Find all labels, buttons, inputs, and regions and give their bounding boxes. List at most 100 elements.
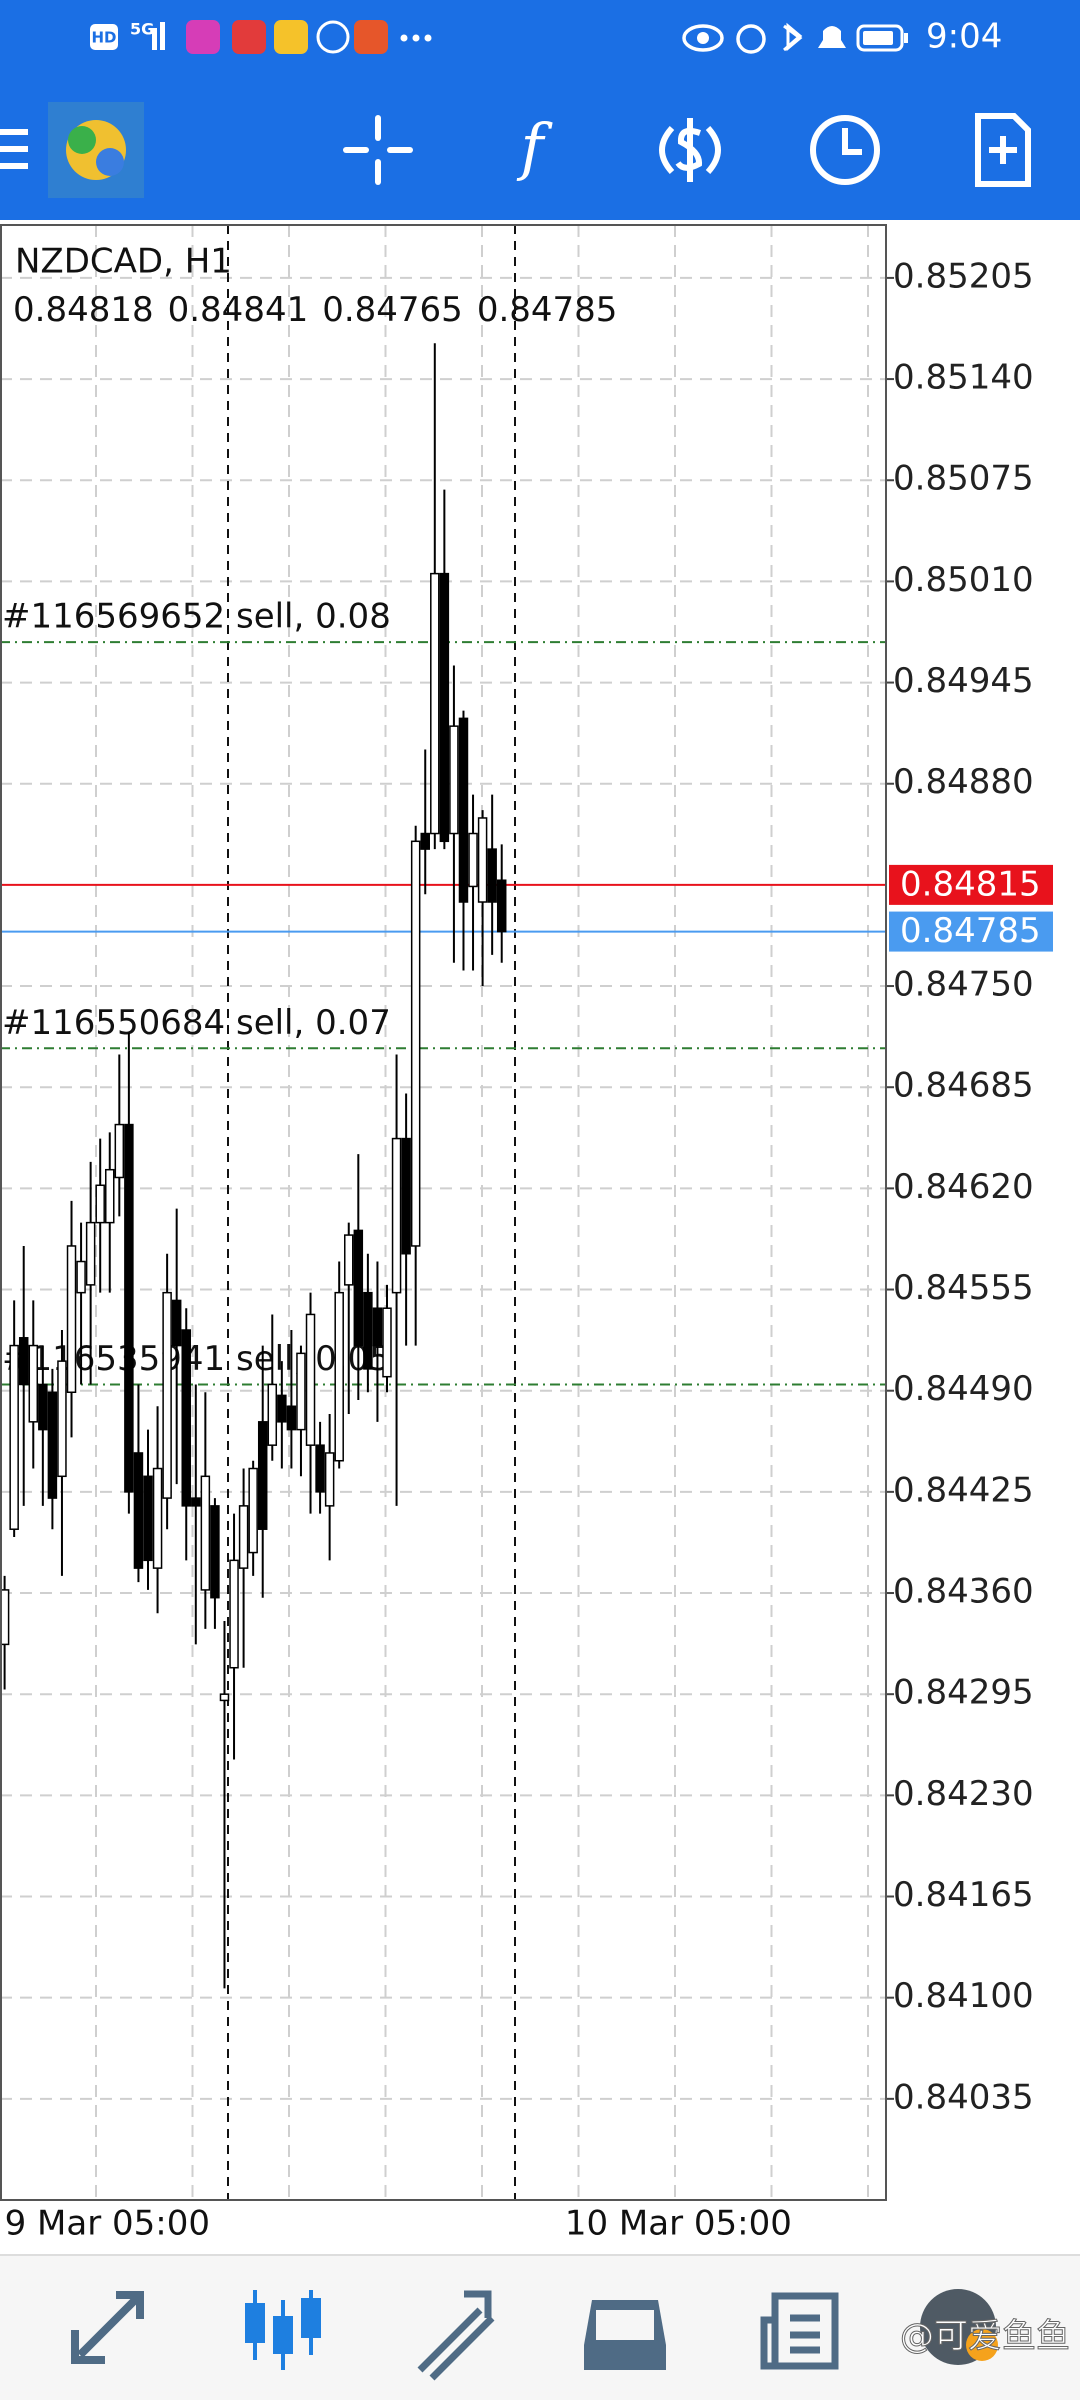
candle-body [124, 1123, 134, 1493]
candle-body [267, 1383, 278, 1446]
chart-tab[interactable] [245, 2290, 321, 2370]
bid-line-label: 0.84815 [900, 864, 1041, 904]
candle-body [171, 1299, 182, 1347]
candle-body [458, 717, 469, 903]
alarm-icon [736, 24, 766, 54]
timeframe-button[interactable] [810, 115, 880, 185]
candle-body [85, 1221, 96, 1286]
candle-body [210, 1505, 220, 1599]
candle-body [38, 1383, 48, 1431]
candle-body [391, 1137, 402, 1294]
plot-frame [0, 224, 887, 2201]
clock: 9:04 [926, 17, 1002, 57]
ohlc-open: 0.84818 [13, 290, 154, 330]
app-icon [316, 20, 350, 54]
app-icon [354, 20, 388, 54]
app-icon [274, 20, 308, 54]
app-bar [0, 0, 1080, 220]
eye-icon [682, 24, 724, 52]
candle-body [18, 1337, 29, 1386]
news-tab[interactable] [760, 2292, 839, 2370]
candle-body [200, 1475, 211, 1591]
signal-icon [160, 22, 165, 50]
candle-body [248, 1467, 258, 1554]
candle-body [28, 1344, 39, 1423]
trade-tab[interactable] [417, 2290, 495, 2381]
order-label: #116569652 sell, 0.08 [2, 597, 391, 637]
bluetooth-icon [783, 22, 803, 52]
candle-body [143, 1475, 153, 1562]
y-tick-label: 0.85140 [893, 358, 1034, 398]
y-tick-label: 0.84880 [893, 762, 1034, 802]
ask-line-label: 0.84785 [900, 911, 1041, 951]
y-tick-label: 0.84945 [893, 661, 1034, 701]
y-tick-label: 0.84490 [893, 1369, 1034, 1409]
candle-body [382, 1307, 392, 1378]
candle-body [76, 1260, 86, 1294]
y-tick-label: 0.84555 [893, 1268, 1034, 1308]
battery-level [863, 31, 893, 45]
candle-body [334, 1291, 344, 1462]
bottom-nav [0, 2255, 1080, 2400]
candle-body [344, 1234, 354, 1286]
ask-line-tag [889, 911, 1053, 952]
candle-body [114, 1123, 125, 1179]
candle-body [430, 572, 440, 835]
x-tick-label: 10 Mar 05:00 [565, 2204, 792, 2244]
y-tick-label: 0.84295 [893, 1673, 1034, 1713]
y-tick-label: 0.85075 [893, 459, 1034, 499]
trade-button[interactable] [659, 118, 721, 182]
candle-body [191, 1497, 201, 1507]
x-tick-label: 9 Mar 05:00 [5, 2204, 210, 2244]
candle-body [420, 832, 430, 850]
ohlc-close: 0.84785 [477, 290, 618, 330]
mute-icon [818, 26, 846, 48]
candle-body [219, 1693, 230, 1702]
new-order-button[interactable] [975, 113, 1031, 187]
crosshair-button[interactable] [343, 115, 413, 185]
history-tab[interactable] [584, 2300, 666, 2370]
ohlc-info: 0.84818 0.84841 0.84765 0.84785 [13, 290, 617, 330]
candle-body [487, 848, 497, 903]
candle-body [305, 1313, 316, 1446]
chart-title: NZDCAD, H1 [15, 242, 232, 282]
y-tick-label: 0.84425 [893, 1470, 1034, 1510]
y-tick-label: 0.84230 [893, 1774, 1034, 1814]
y-tick-label: 0.84035 [893, 2077, 1034, 2117]
badge [966, 2329, 998, 2361]
candle-body [229, 1559, 239, 1669]
watermark: @可爱鱼鱼 [900, 2317, 1070, 2357]
candle-body [238, 1505, 249, 1569]
y-tick-label: 0.85205 [893, 256, 1034, 296]
y-tick-label: 0.84100 [893, 1976, 1034, 2016]
bid-line-tag [889, 864, 1053, 905]
ohlc-high: 0.84841 [168, 290, 309, 330]
quotes-tab[interactable] [71, 2291, 144, 2364]
y-tick-label: 0.85010 [893, 560, 1034, 600]
candle-body [181, 1329, 191, 1507]
network-text: 5G [130, 20, 154, 39]
candle-body [57, 1360, 67, 1478]
candle-body [9, 1344, 19, 1530]
candle-body [439, 572, 450, 843]
candle-body [66, 1245, 77, 1394]
hd-text: HD [91, 29, 116, 47]
candle-body [315, 1444, 325, 1493]
candle-body [47, 1391, 58, 1499]
menu-button[interactable] [0, 129, 28, 169]
candle-body [468, 832, 478, 888]
more-dot [400, 34, 408, 42]
app-logo[interactable] [48, 102, 144, 198]
candle-body [477, 817, 488, 903]
app-icon [232, 20, 266, 54]
y-tick-label: 0.84165 [893, 1875, 1034, 1915]
y-tick-label: 0.84685 [893, 1066, 1034, 1106]
candle-body [496, 879, 507, 933]
candle-body [133, 1452, 144, 1569]
candle-body [286, 1405, 297, 1431]
hd-icon [90, 24, 118, 50]
candle-body [257, 1421, 268, 1530]
eye-icon [697, 32, 709, 44]
